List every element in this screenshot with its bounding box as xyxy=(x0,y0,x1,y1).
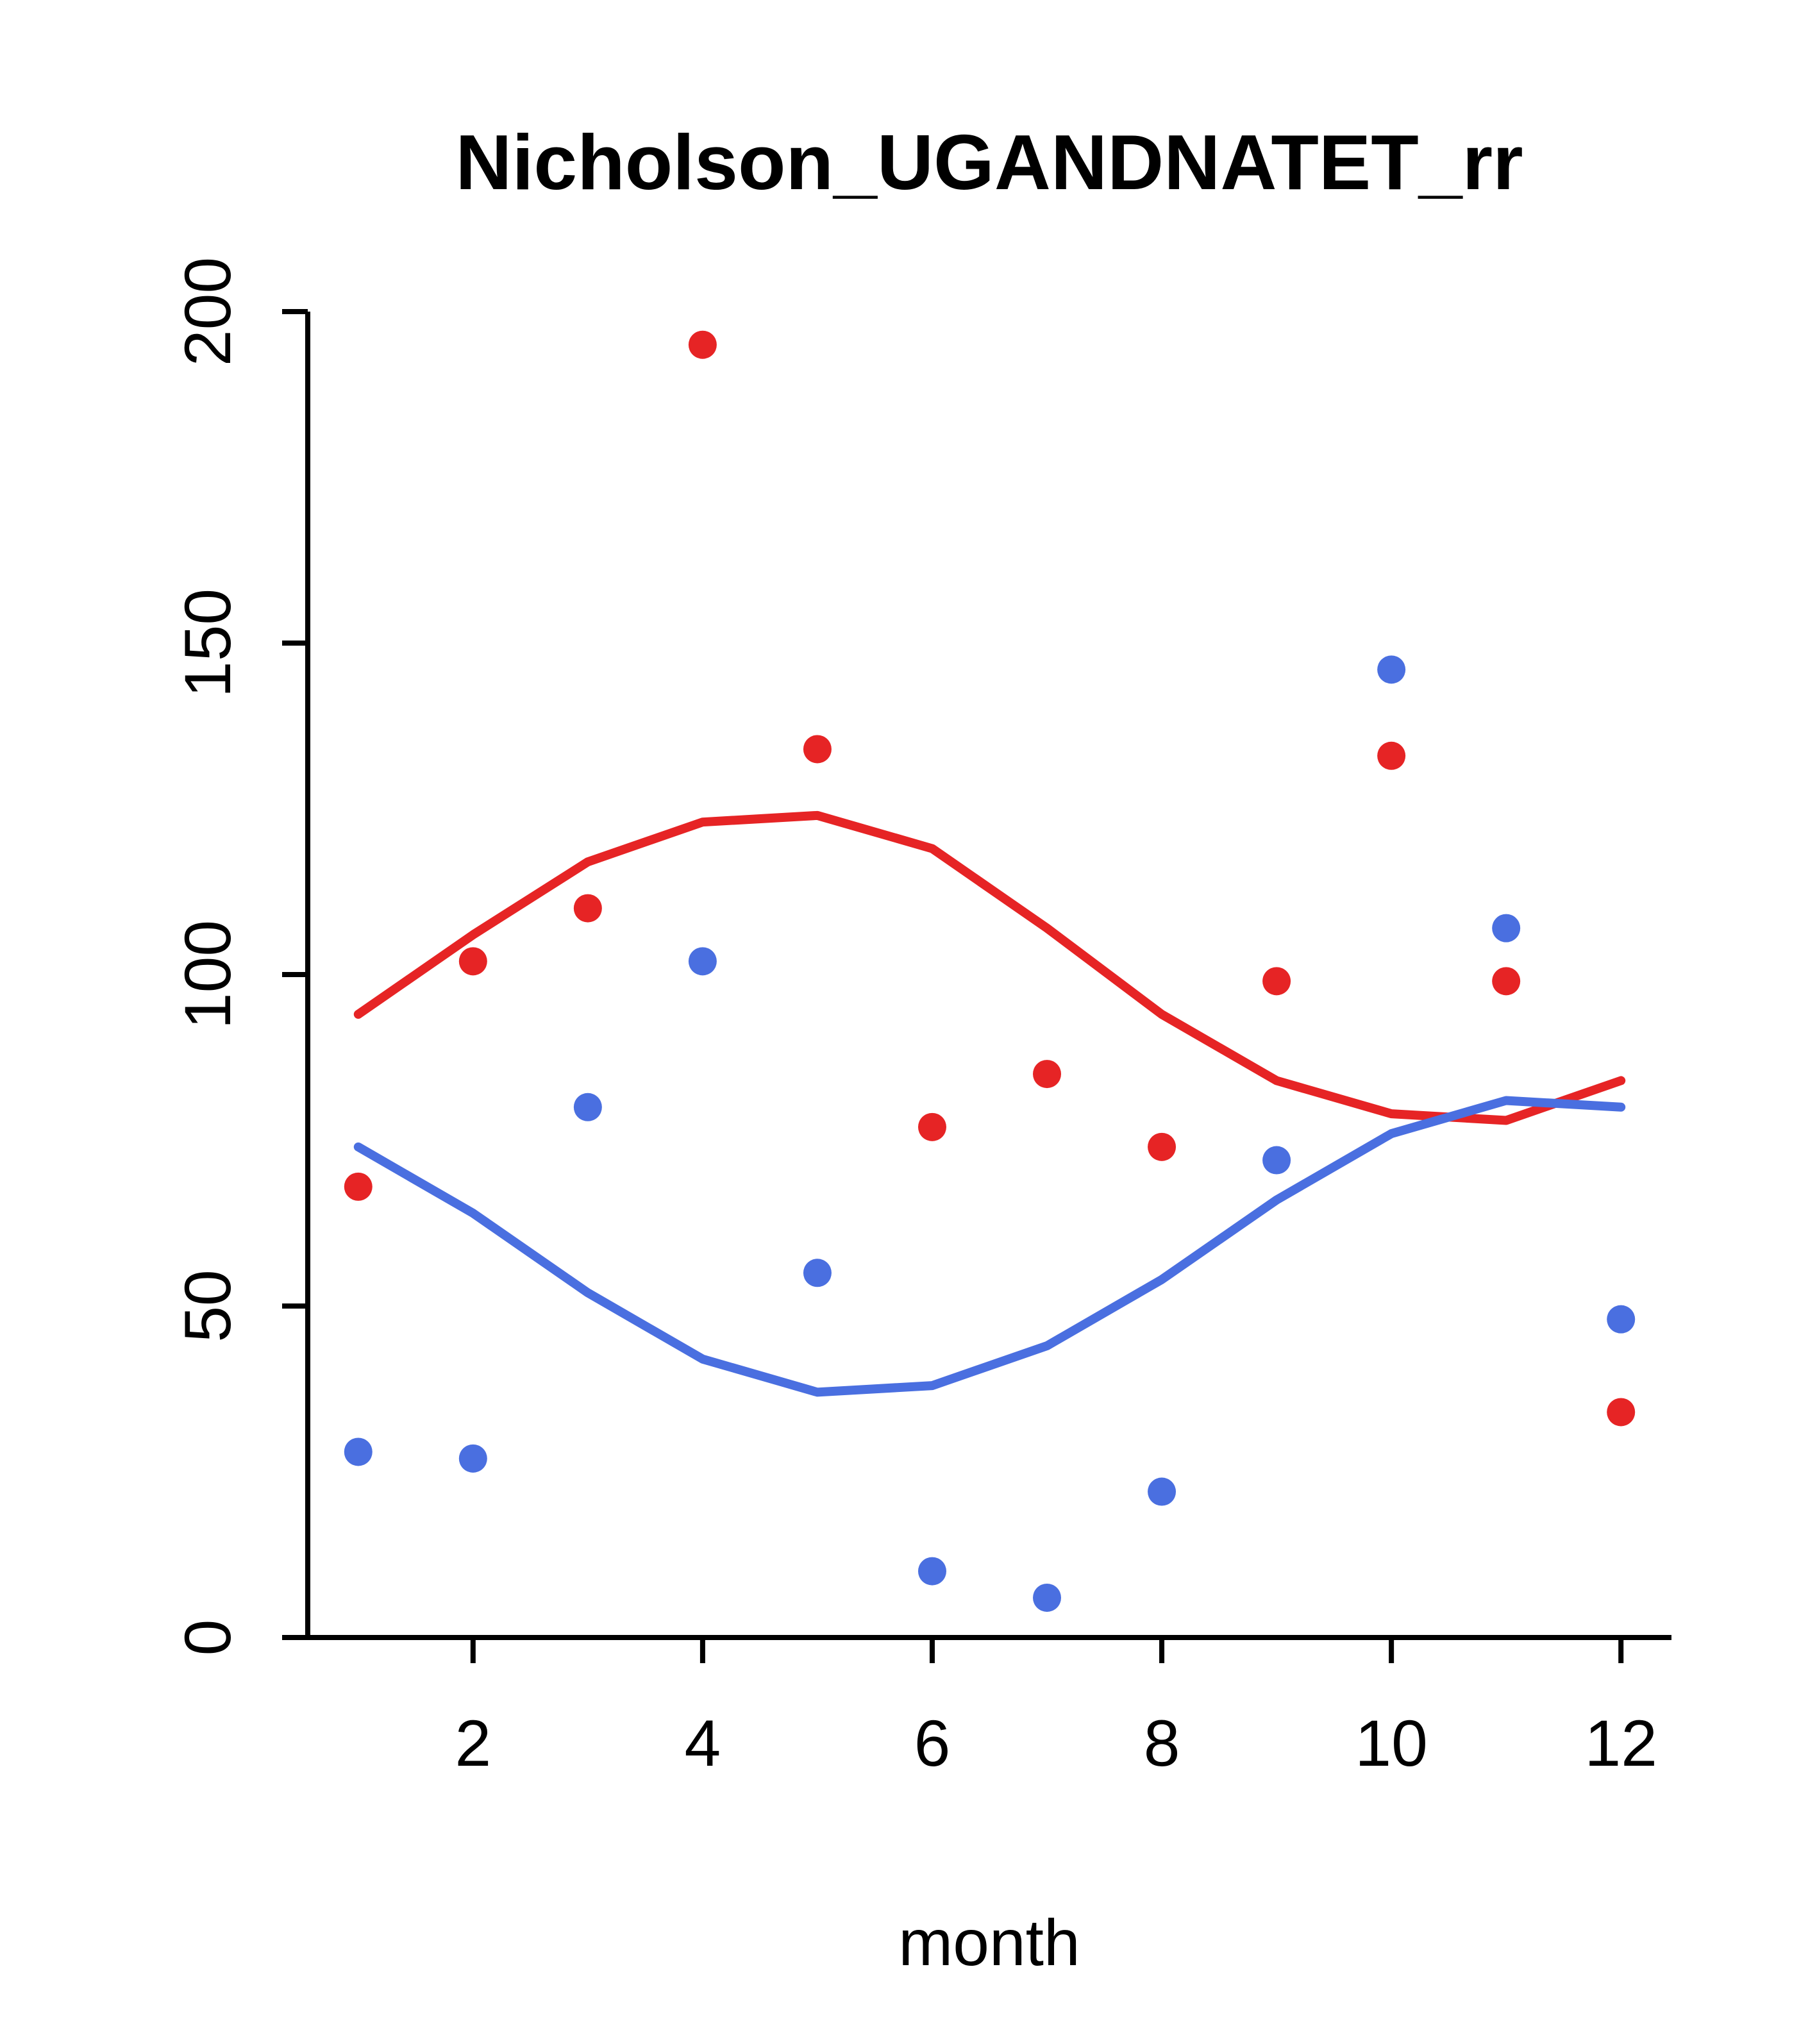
x-tick-label: 10 xyxy=(1355,1707,1427,1780)
red-points-marker xyxy=(344,1172,373,1201)
red-seasonal-fit-line xyxy=(353,810,1626,1125)
blue-points-marker xyxy=(344,1437,373,1466)
blue-seasonal-fit-line xyxy=(353,1096,1626,1397)
blue-points-marker xyxy=(1492,914,1521,942)
red-points-marker xyxy=(1033,1060,1062,1089)
blue-points-marker xyxy=(1033,1583,1062,1612)
blue-points-marker xyxy=(573,1093,602,1121)
red-points-marker xyxy=(917,1112,946,1141)
red-points-marker xyxy=(573,894,602,923)
blue-points-marker xyxy=(688,947,717,976)
blue-points-marker xyxy=(1262,1146,1291,1175)
x-tick-label: 6 xyxy=(914,1707,951,1780)
chart-title: Nicholson_UGANDNATET_rr xyxy=(455,119,1523,206)
y-tick-label: 200 xyxy=(171,257,244,366)
y-tick-label: 100 xyxy=(171,920,244,1029)
blue-points-marker xyxy=(1148,1477,1176,1506)
red-points-marker xyxy=(1262,967,1291,996)
blue-points-marker xyxy=(458,1444,487,1473)
data-series xyxy=(344,330,1636,1612)
red-points-marker xyxy=(803,735,832,764)
blue-points-marker xyxy=(803,1259,832,1287)
red-points-marker xyxy=(1607,1398,1636,1427)
x-tick-label: 8 xyxy=(1144,1707,1180,1780)
red-points-marker xyxy=(1148,1132,1176,1161)
blue-points-marker xyxy=(917,1557,946,1586)
x-tick-label: 12 xyxy=(1584,1707,1657,1780)
blue-points-marker xyxy=(1377,655,1406,684)
x-axis-label: month xyxy=(898,1906,1080,1979)
x-tick-label: 2 xyxy=(455,1707,491,1780)
y-tick-label: 50 xyxy=(171,1269,244,1342)
y-tick-label: 0 xyxy=(171,1620,244,1656)
red-points-marker xyxy=(1492,967,1521,996)
x-tick-label: 4 xyxy=(685,1707,721,1780)
axes: 2 4 6 8 10 12 0 50 100 150 200 xyxy=(171,257,1671,1780)
red-points-marker xyxy=(1377,741,1406,770)
y-tick-label: 150 xyxy=(171,589,244,698)
red-points-marker xyxy=(458,947,487,976)
red-points-marker xyxy=(688,330,717,359)
blue-points-marker xyxy=(1607,1305,1636,1334)
